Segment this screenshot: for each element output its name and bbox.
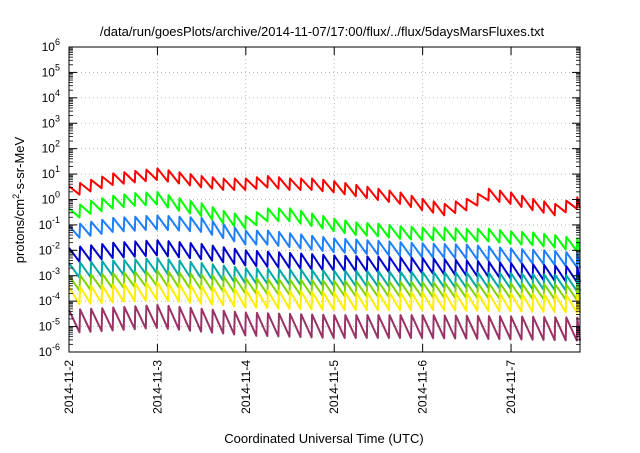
series-line-1 — [68, 167, 581, 217]
y-axis-ticks: 10-6 10-5 10-4 10-3 10-2 10-1 100 101 102 103 104 1… — [39, 37, 580, 359]
y-tick-label: 103 — [42, 113, 60, 130]
series-line-8 — [68, 304, 581, 342]
x-tick-label: 2014-11-4 — [239, 360, 253, 414]
chart-title: /data/run/goesPlots/archive/2014-11-07/1… — [100, 24, 545, 39]
y-axis-label: protons/cm2-s-sr-MeV — [11, 136, 27, 263]
series-layer — [68, 167, 581, 342]
series-line-6 — [68, 269, 581, 301]
x-tick-label: 2014-11-7 — [504, 360, 518, 414]
series-line-3 — [68, 214, 581, 269]
y-tick-label: 105 — [42, 62, 60, 79]
y-tick-label: 10-6 — [39, 342, 60, 359]
y-tick-label: 101 — [42, 164, 60, 181]
x-tick-label: 2014-11-5 — [327, 360, 341, 414]
y-tick-label: 10-4 — [39, 291, 60, 308]
x-tick-label: 2014-11-2 — [62, 360, 76, 414]
y-tick-label: 10-5 — [39, 317, 60, 334]
series-line-7 — [68, 281, 581, 314]
y-tick-label: 10-1 — [39, 215, 60, 232]
x-axis-label: Coordinated Universal Time (UTC) — [224, 431, 423, 446]
x-axis-ticks: 2014-11-2 2014-11-3 2014-11-4 2014-11-5 2014… — [62, 47, 518, 414]
series-line-2 — [68, 190, 581, 253]
y-tick-label: 104 — [42, 88, 60, 105]
y-tick-label: 100 — [42, 190, 60, 207]
y-tick-label: 10-2 — [39, 240, 60, 257]
series-line-5 — [68, 257, 581, 292]
y-tick-label: 102 — [42, 139, 60, 156]
x-tick-label: 2014-11-3 — [150, 360, 164, 414]
y-tick-label: 10-3 — [39, 266, 60, 283]
series-line-4 — [68, 239, 581, 283]
y-tick-label: 106 — [42, 37, 60, 54]
x-tick-label: 2014-11-6 — [416, 360, 430, 414]
